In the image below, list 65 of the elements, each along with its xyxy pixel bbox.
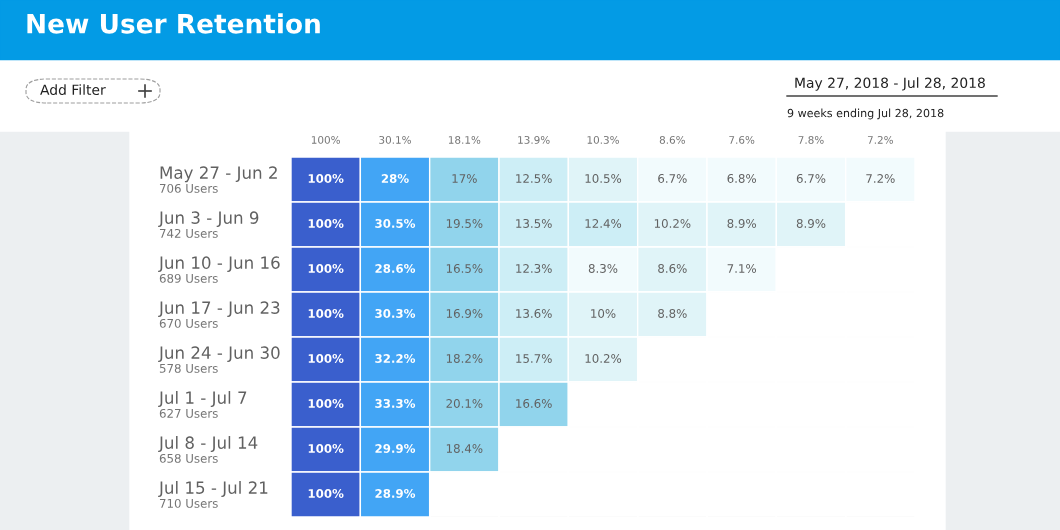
text: 9 weeks ending Jul 28, 2018 [787,108,944,120]
data-label: 100% [308,219,344,228]
x-tick-label: 18.1% [448,135,481,144]
data-label: 30.3% [375,309,416,318]
data-label: 12.5% [516,174,552,183]
y-tick-label: Jun 10 - Jun 16 689 Users [158,256,280,283]
data-label: 28% [381,174,409,183]
data-label: 6.8% [727,174,757,183]
x-tick-label: 100% [311,135,340,144]
data-label: 10.2% [585,354,622,363]
data-label: 10.5% [585,174,622,183]
data-label: 28.6% [375,264,416,273]
data-label: 6.7% [658,174,687,183]
data-label: 100% [308,444,344,453]
data-label: 8.3% [588,264,618,273]
text: May 27, 2018 - Jul 28, 2018 [795,77,985,91]
x-tick-label: 10.3% [587,135,619,144]
x-tick-label: 7.6% [729,135,755,144]
data-label: 13.5% [516,219,552,228]
y-tick-label: Jun 24 - Jun 30 578 Users [158,346,280,373]
data-label: 8.9% [727,219,757,228]
data-label: 8.9% [796,219,826,228]
text: Add Filter [40,84,106,96]
data-label: 100% [308,399,344,408]
chart-title: New User Retention [27,13,320,34]
data-label: 29.9% [375,444,416,453]
x-tick-label: 7.8% [798,135,824,144]
data-label: 100% [308,309,344,318]
x-tick-label: 7.2% [867,135,893,144]
y-tick-label: Jun 17 - Jun 23 670 Users [158,301,280,328]
data-label: 33.3% [375,399,416,408]
y-tick-label: May 27 - Jun 2 706 Users [159,166,277,193]
data-label: 8.6% [658,264,687,273]
data-label: 16.5% [446,264,483,273]
data-label: 100% [308,489,344,498]
data-label: 12.3% [516,264,552,273]
data-label: 30.5% [375,219,416,228]
x-tick-label: 30.1% [379,135,411,144]
x-tick-label: 13.9% [518,135,550,144]
data-label: 10.2% [654,219,691,228]
data-label: 7.2% [866,174,895,183]
data-label: 8.8% [658,309,687,318]
data-label: 7.1% [727,264,757,273]
data-label: 18.2% [446,354,483,363]
data-label: 18.4% [446,444,483,453]
data-label: 16.9% [446,309,483,318]
y-tick-label: Jun 3 - Jun 9 742 Users [158,211,259,238]
data-label: 28.9% [375,489,416,498]
data-label: 19.5% [446,219,483,228]
data-label: 15.7% [516,354,552,363]
data-label: 32.2% [375,354,416,363]
data-label: 10% [591,309,616,318]
data-label: 20.1% [446,399,483,408]
data-label: 16.6% [516,399,552,408]
x-tick-label: 8.6% [659,135,685,144]
y-tick-label: Jul 1 - Jul 7 627 Users [158,391,247,418]
data-label: 12.4% [585,219,622,228]
y-tick-label: Jul 15 - Jul 21 710 Users [158,481,268,508]
data-label: 13.6% [516,309,552,318]
data-label: 100% [308,174,344,183]
data-label: 100% [308,264,344,273]
data-label: 17% [452,174,477,183]
y-tick-label: Jul 8 - Jul 14 658 Users [158,436,258,463]
data-label: 6.7% [796,174,826,183]
data-label: 100% [308,354,344,363]
